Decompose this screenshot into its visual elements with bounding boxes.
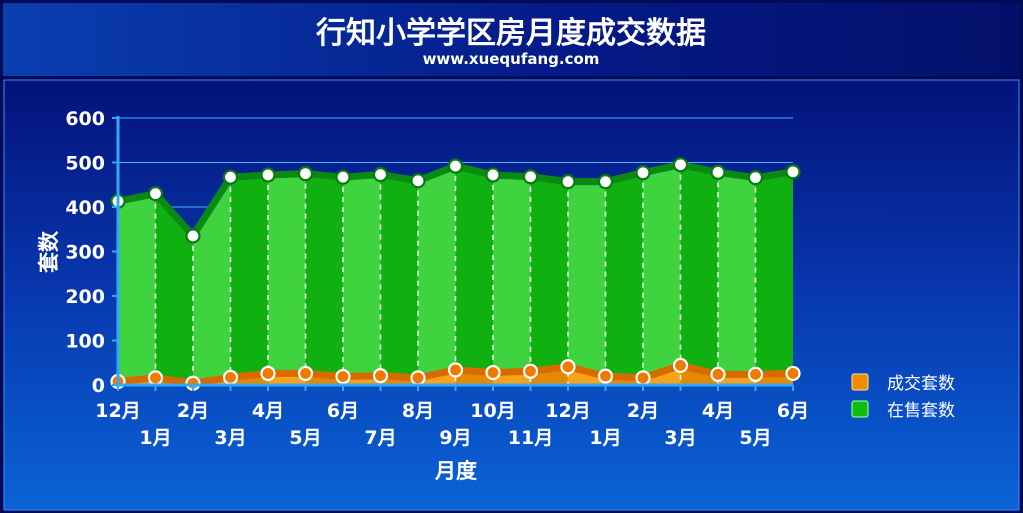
sales-point	[335, 368, 351, 385]
listings-point	[335, 169, 351, 185]
sales-point	[747, 366, 764, 382]
sales-point	[410, 370, 426, 386]
listings-area-band	[718, 172, 756, 375]
x-tick-label: 3月	[664, 427, 696, 449]
listings-area-band	[193, 177, 231, 384]
title-band	[3, 3, 1020, 76]
y-tick-label: 500	[65, 153, 105, 175]
listings-area-band	[568, 181, 606, 377]
listings-point	[372, 166, 389, 183]
listings-point	[522, 169, 539, 185]
sales-point	[260, 365, 276, 382]
x-tick-label: 6月	[777, 400, 809, 422]
x-tick-label: 2月	[627, 400, 659, 422]
x-tick-label: 6月	[327, 400, 359, 422]
x-tick-label: 2月	[177, 400, 209, 422]
legend-swatch-listings	[851, 400, 869, 418]
listings-point	[447, 158, 464, 174]
x-axis-title: 月度	[434, 459, 477, 483]
legend-swatch-sales	[851, 373, 869, 391]
legend: 成交套数 在售套数	[851, 373, 955, 421]
legend-label-listings: 在售套数	[887, 401, 955, 421]
y-tick-label: 100	[65, 331, 105, 353]
x-tick-label: 10月	[470, 400, 515, 422]
y-tick-label: 300	[65, 242, 105, 264]
listings-point	[785, 164, 801, 180]
listings-area-band	[493, 174, 531, 373]
listings-area-band	[455, 166, 493, 373]
listings-point	[185, 228, 201, 244]
x-tick-label: 9月	[439, 427, 471, 449]
y-tick-label: 600	[65, 108, 105, 130]
listings-area-band	[530, 176, 568, 372]
x-tick-label: 5月	[289, 427, 321, 449]
y-tick-label: 400	[65, 197, 105, 219]
listings-area-band	[155, 193, 193, 384]
x-tick-label: 5月	[739, 427, 771, 449]
x-tick-label: 12月	[545, 400, 590, 422]
x-tick-label: 3月	[214, 427, 246, 449]
listings-area-band	[268, 173, 306, 374]
listings-point	[410, 173, 426, 189]
listings-point	[710, 164, 726, 180]
listings-point	[222, 169, 239, 185]
sales-point	[372, 368, 389, 384]
listings-area-band	[230, 174, 268, 378]
listings-point	[597, 174, 614, 190]
sales-point	[297, 365, 314, 382]
listings-area-band	[605, 172, 643, 378]
listings-area-band	[118, 193, 156, 382]
sales-point	[672, 357, 689, 374]
sales-point	[485, 364, 501, 381]
listings-point	[147, 186, 164, 202]
x-tick-label: 11月	[508, 427, 553, 449]
x-tick-label: 1月	[139, 427, 171, 449]
listings-point	[485, 167, 501, 183]
sales-point	[597, 368, 614, 384]
listings-point	[560, 174, 576, 190]
chart-subtitle: www.xuequfang.com	[423, 50, 600, 68]
sales-point	[710, 366, 726, 382]
legend-label-sales: 成交套数	[887, 374, 955, 394]
listings-point	[635, 165, 651, 181]
plot-area: 010020030040050060012月1月2月3月4月5月6月7月8月9月…	[65, 108, 809, 449]
listings-point	[297, 166, 314, 182]
x-tick-label: 1月	[589, 427, 621, 449]
x-tick-label: 7月	[364, 427, 396, 449]
listings-point	[747, 170, 764, 186]
listings-area-band	[305, 173, 343, 377]
listings-area-band	[418, 166, 456, 378]
sales-point	[635, 370, 651, 386]
x-tick-label: 12月	[95, 400, 140, 422]
sales-point	[147, 370, 164, 386]
sales-point	[785, 365, 801, 382]
listings-area-band	[680, 164, 718, 375]
x-tick-label: 4月	[252, 400, 284, 422]
chart-title: 行知小学学区房月度成交数据	[315, 16, 706, 51]
listings-area-band	[343, 174, 381, 377]
y-tick-label: 0	[92, 375, 105, 397]
sales-point	[222, 369, 239, 386]
listings-area-band	[380, 174, 418, 378]
sales-point	[447, 362, 464, 378]
sales-point	[522, 363, 539, 379]
x-tick-label: 8月	[402, 400, 434, 422]
listings-area-band	[643, 164, 681, 378]
y-tick-label: 200	[65, 286, 105, 308]
x-tick-label: 4月	[702, 400, 734, 422]
listings-point	[260, 167, 276, 183]
listings-area-band	[755, 171, 793, 375]
sales-point	[560, 359, 576, 375]
listings-point	[672, 157, 689, 173]
y-axis-title: 套数	[37, 230, 61, 273]
